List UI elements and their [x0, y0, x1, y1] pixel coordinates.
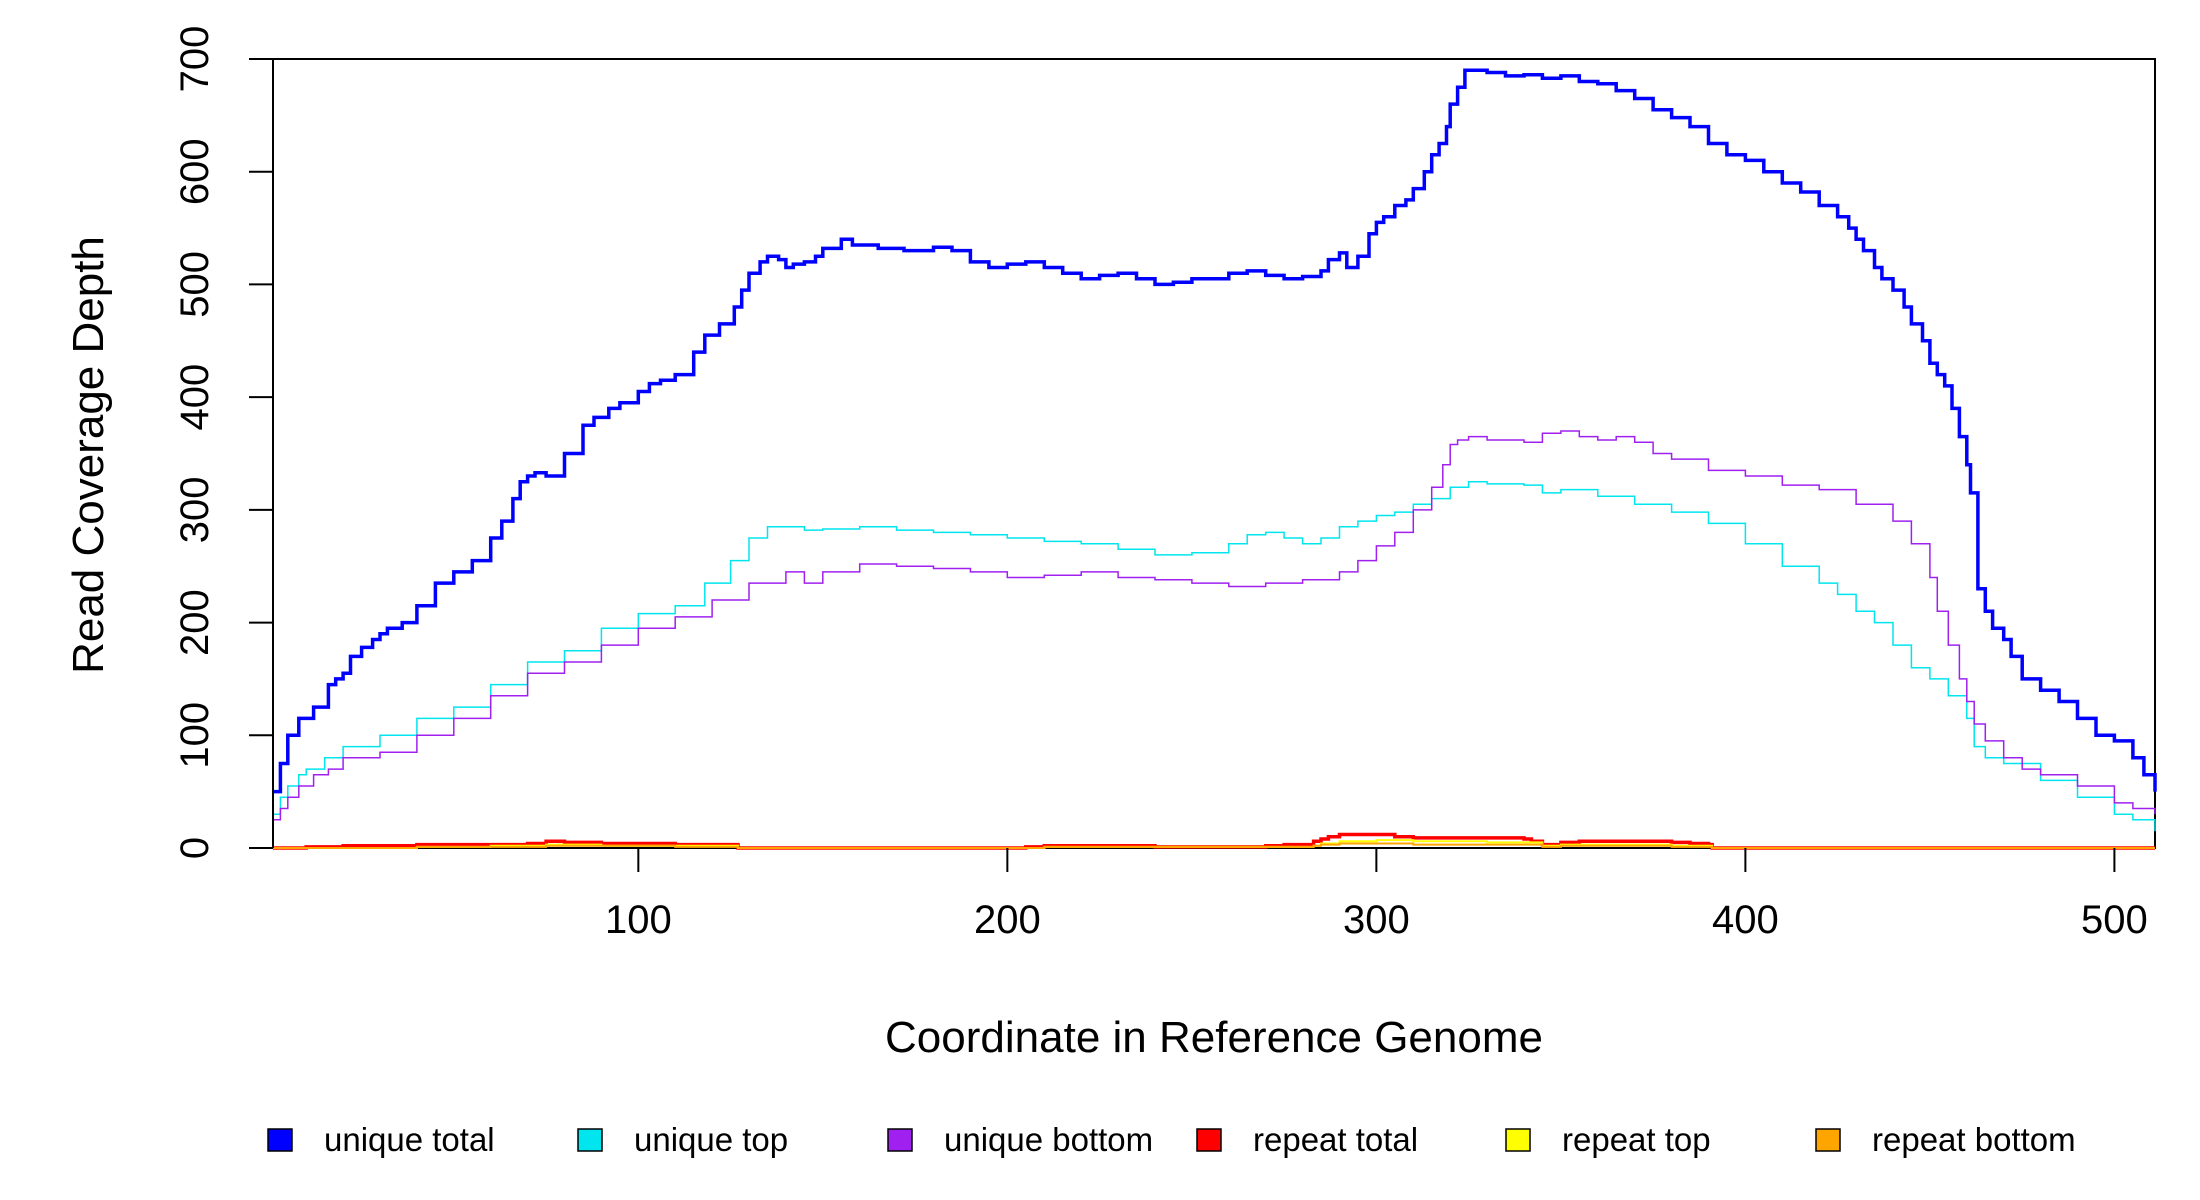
y-axis-title: Read Coverage Depth — [64, 236, 113, 674]
x-tick-label: 500 — [2081, 898, 2148, 942]
plot-frame — [272, 58, 2156, 849]
legend-swatch — [887, 1128, 913, 1152]
legend-swatch — [1505, 1128, 1531, 1152]
series-line-repeat-bottom — [273, 842, 2155, 849]
series-layer — [273, 68, 2157, 850]
y-axis: 0 100 200 300 400 500 600 700 — [173, 26, 274, 859]
legend: unique total unique top unique bottom repea… — [267, 1121, 2076, 1158]
legend-label: unique bottom — [944, 1121, 1153, 1158]
series-line-unique-top — [273, 480, 2156, 832]
legend-swatch — [1815, 1128, 1841, 1152]
x-axis: 100 200 300 400 500 — [605, 848, 2148, 942]
legend-swatch — [1196, 1128, 1222, 1152]
y-tick-label: 600 — [173, 138, 217, 205]
series-line-unique-total — [273, 68, 2157, 794]
x-tick-label: 300 — [1343, 898, 1410, 942]
y-tick-label: 500 — [173, 251, 217, 318]
y-tick-label: 700 — [173, 26, 217, 93]
legend-swatch — [267, 1128, 293, 1152]
x-tick-label: 400 — [1712, 898, 1779, 942]
legend-label: repeat top — [1562, 1121, 1711, 1158]
y-tick-label: 400 — [173, 364, 217, 431]
y-tick-label: 200 — [173, 589, 217, 656]
x-tick-label: 100 — [605, 898, 672, 942]
series-line-repeat-total — [273, 832, 2155, 850]
legend-label: unique top — [634, 1121, 788, 1158]
legend-label: repeat total — [1253, 1121, 1418, 1158]
y-tick-label: 0 — [173, 837, 217, 859]
y-tick-label: 300 — [173, 476, 217, 543]
legend-label: unique total — [324, 1121, 495, 1158]
x-axis-title: Coordinate in Reference Genome — [885, 1013, 1543, 1062]
legend-label: repeat bottom — [1872, 1121, 2076, 1158]
y-tick-label: 100 — [173, 702, 217, 769]
legend-swatch — [577, 1128, 603, 1152]
series-line-unique-bottom — [273, 430, 2156, 821]
x-tick-label: 200 — [974, 898, 1041, 942]
